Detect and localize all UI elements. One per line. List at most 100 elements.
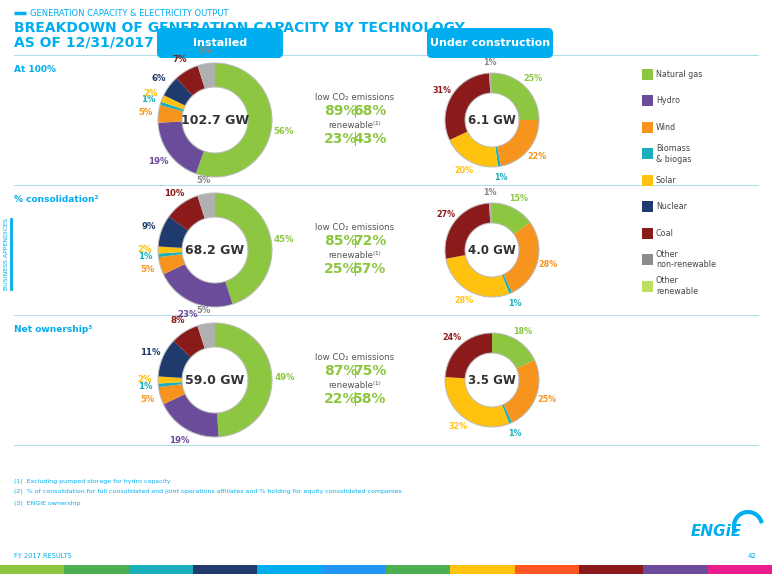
Polygon shape — [158, 254, 185, 274]
Bar — [642, 201, 653, 212]
Text: 1%: 1% — [138, 382, 153, 391]
Text: 31%: 31% — [432, 86, 452, 95]
Polygon shape — [449, 131, 498, 167]
Polygon shape — [489, 73, 492, 93]
Text: low CO₂ emissions: low CO₂ emissions — [316, 94, 394, 103]
Polygon shape — [158, 105, 183, 123]
Text: 2%: 2% — [137, 246, 152, 254]
Text: 23%: 23% — [177, 310, 198, 319]
Polygon shape — [492, 333, 534, 369]
Text: 28%: 28% — [539, 260, 558, 269]
Bar — [579, 565, 643, 574]
Text: FY 2017 RESULTS: FY 2017 RESULTS — [14, 553, 72, 559]
Text: ENGiE: ENGiE — [691, 525, 742, 540]
Polygon shape — [158, 122, 204, 174]
Polygon shape — [158, 341, 191, 378]
Text: Other
non-renewable: Other non-renewable — [656, 250, 716, 269]
Text: 22%: 22% — [527, 153, 547, 161]
Text: 1%: 1% — [508, 429, 522, 438]
Text: Solar: Solar — [656, 176, 677, 185]
Bar — [708, 565, 772, 574]
Bar — [642, 254, 653, 265]
Text: renewable⁽¹⁾: renewable⁽¹⁾ — [329, 122, 381, 130]
Polygon shape — [489, 203, 492, 223]
Text: 5%: 5% — [197, 46, 212, 55]
Text: low CO₂ emissions: low CO₂ emissions — [316, 354, 394, 363]
Polygon shape — [215, 193, 272, 304]
Text: 57%: 57% — [354, 262, 387, 276]
Text: 49%: 49% — [275, 373, 295, 382]
Bar — [450, 565, 515, 574]
Bar — [64, 565, 129, 574]
Text: 72%: 72% — [354, 234, 387, 248]
Polygon shape — [503, 360, 539, 422]
Bar — [129, 565, 193, 574]
Text: Natural gas: Natural gas — [656, 70, 703, 79]
Polygon shape — [158, 382, 182, 387]
Text: 42: 42 — [747, 553, 756, 559]
Polygon shape — [198, 323, 215, 348]
Bar — [257, 565, 322, 574]
Polygon shape — [502, 274, 512, 294]
FancyBboxPatch shape — [427, 28, 553, 58]
Text: 2%: 2% — [137, 375, 152, 385]
Text: GENERATION CAPACITY & ELECTRICITY OUTPUT: GENERATION CAPACITY & ELECTRICITY OUTPUT — [30, 9, 229, 17]
Polygon shape — [445, 73, 490, 140]
Text: 28%: 28% — [455, 296, 474, 305]
Text: 85%: 85% — [324, 234, 357, 248]
Bar — [642, 281, 653, 292]
Text: 15%: 15% — [509, 194, 528, 203]
Text: 1%: 1% — [494, 173, 508, 182]
Bar — [642, 69, 653, 80]
Text: 27%: 27% — [437, 210, 455, 219]
Text: 75%: 75% — [354, 364, 387, 378]
Text: 3.5 GW: 3.5 GW — [468, 374, 516, 386]
Text: Wind: Wind — [656, 123, 676, 132]
Bar — [642, 122, 653, 133]
Text: 25%: 25% — [523, 75, 543, 83]
Text: At 100%: At 100% — [14, 65, 56, 75]
Polygon shape — [445, 333, 492, 378]
Text: 10%: 10% — [164, 189, 184, 198]
Polygon shape — [198, 193, 215, 219]
Bar — [193, 565, 257, 574]
Polygon shape — [164, 78, 192, 106]
Text: Coal: Coal — [656, 229, 674, 238]
Polygon shape — [445, 203, 490, 259]
Text: 1%: 1% — [138, 252, 153, 261]
Text: 56%: 56% — [274, 127, 294, 137]
Bar — [642, 175, 653, 186]
Text: 5%: 5% — [141, 265, 155, 274]
Polygon shape — [164, 264, 232, 307]
Text: Biomass
& biogas: Biomass & biogas — [656, 144, 692, 164]
Text: 1%: 1% — [141, 95, 155, 104]
Polygon shape — [174, 326, 205, 358]
Text: 45%: 45% — [274, 235, 294, 243]
Bar — [322, 565, 386, 574]
Text: BREAKDOWN OF GENERATION CAPACITY BY TECHNOLOGY: BREAKDOWN OF GENERATION CAPACITY BY TECH… — [14, 21, 465, 35]
Text: 87%: 87% — [324, 364, 357, 378]
Text: (1)  Excluding pumped storage for hydro capacity: (1) Excluding pumped storage for hydro c… — [14, 479, 171, 483]
Polygon shape — [496, 146, 501, 166]
Text: 18%: 18% — [513, 327, 533, 336]
Polygon shape — [492, 73, 539, 120]
Text: 5%: 5% — [138, 108, 153, 117]
Text: 7%: 7% — [172, 55, 187, 64]
Text: renewable⁽¹⁾: renewable⁽¹⁾ — [329, 382, 381, 390]
Polygon shape — [446, 255, 510, 297]
Text: 6%: 6% — [151, 74, 166, 83]
Text: 68.2 GW: 68.2 GW — [185, 243, 245, 257]
Polygon shape — [176, 66, 205, 96]
Bar — [0, 565, 64, 574]
Text: 25%: 25% — [537, 395, 556, 404]
Text: 59.0 GW: 59.0 GW — [185, 374, 245, 386]
Bar — [642, 149, 653, 160]
Text: 58%: 58% — [354, 392, 387, 406]
Bar — [386, 565, 450, 574]
Text: 89%: 89% — [324, 104, 357, 118]
Text: Nuclear: Nuclear — [656, 202, 687, 211]
Bar — [642, 228, 653, 239]
Text: 24%: 24% — [442, 333, 462, 342]
Text: (3)  ENGIE ownership: (3) ENGIE ownership — [14, 501, 80, 506]
Text: Under construction: Under construction — [430, 38, 550, 48]
